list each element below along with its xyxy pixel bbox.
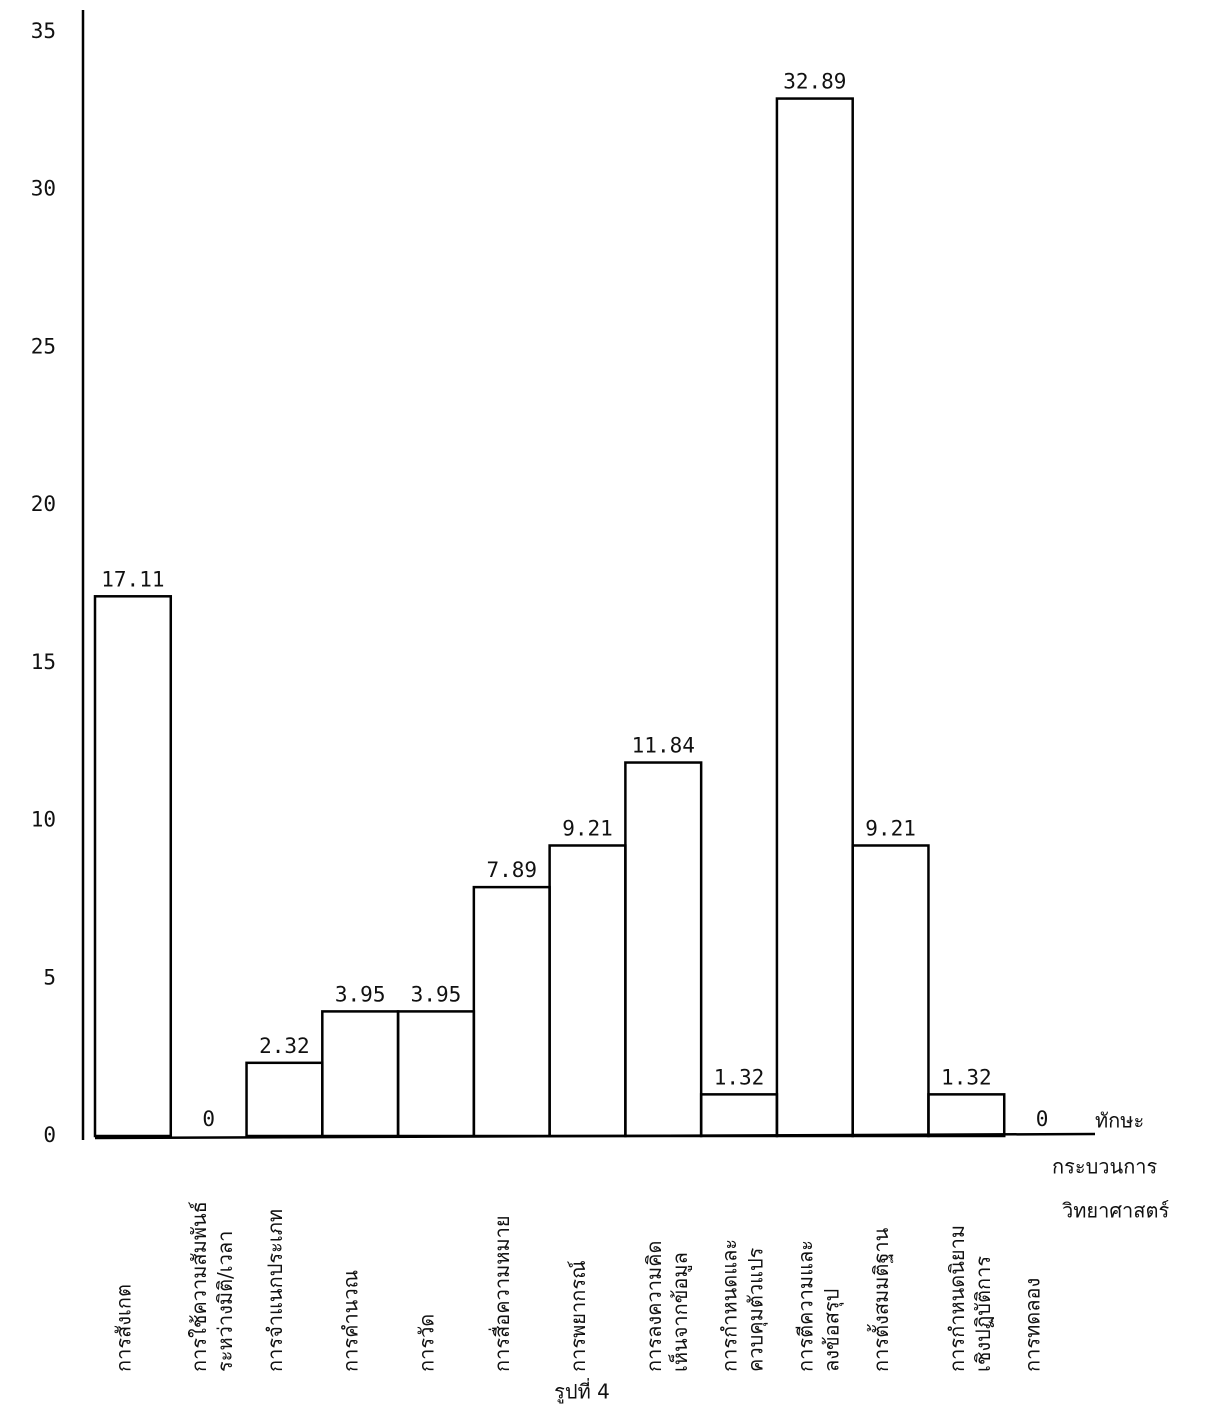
bar [927, 1093, 1006, 1138]
caption: รูปที่ 4 [554, 1378, 610, 1405]
y-tick-label: 35 [31, 19, 56, 43]
x-tick-label: การกำหนดและ [718, 1239, 742, 1372]
value-label: 2.32 [259, 1034, 310, 1058]
value-label: 0 [1036, 1107, 1049, 1131]
x-tick-label: การสื่อความหมาย [488, 1215, 514, 1372]
bar [851, 844, 930, 1138]
y-tick-label: 20 [31, 492, 56, 516]
bar [321, 1010, 400, 1138]
x-tick-label: การตั้งสมมติฐาน [867, 1227, 893, 1372]
x-tick-label: การทดลอง [1021, 1278, 1045, 1372]
bar [472, 885, 551, 1138]
x-tick-label: ควบคุมตัวแปร [744, 1247, 769, 1372]
x-tick-label: การวัด [414, 1314, 438, 1372]
y-tick-label: 0 [43, 1123, 56, 1147]
x-axis-label: กระบวนการ [1052, 1155, 1158, 1179]
bar [775, 97, 854, 1138]
x-tick-label: ระหว่างมิติ/เวลา [213, 1231, 237, 1372]
bar [548, 844, 627, 1138]
bar [624, 761, 703, 1138]
value-label: 11.84 [632, 734, 695, 758]
x-tick-label: การคำนวณ [339, 1270, 363, 1372]
value-label: 1.32 [714, 1065, 765, 1089]
x-tick-label: การสังเกต [111, 1284, 135, 1372]
y-tick-label: 30 [31, 177, 56, 201]
x-tick-label: ลงข้อสรุป [819, 1289, 844, 1372]
bar [93, 595, 173, 1138]
value-label: 17.11 [101, 567, 164, 591]
x-tick-label: การพยากรณ์ [566, 1260, 590, 1372]
bar [396, 1010, 476, 1138]
x-tick-label: การใช้ความสัมพันธ์ [187, 1201, 211, 1372]
x-tick-label: เชิงปฏิบัติการ [971, 1256, 995, 1372]
value-label: 1.32 [941, 1065, 992, 1089]
y-tick-label: 15 [31, 650, 56, 674]
value-label: 32.89 [783, 70, 846, 94]
x-tick-label: การกำหนดนิยาม [945, 1225, 969, 1372]
bar [699, 1093, 779, 1138]
x-tick-label: การลงความคิด [642, 1241, 666, 1373]
bar [245, 1061, 324, 1138]
value-label: 3.95 [411, 982, 462, 1006]
value-label: 0 [202, 1107, 215, 1131]
value-label: 7.89 [486, 858, 537, 882]
y-tick-label: 5 [43, 965, 56, 989]
value-label: 3.95 [335, 982, 386, 1006]
value-label: 9.21 [562, 816, 613, 840]
value-label: 9.21 [865, 816, 916, 840]
x-axis-label: ทักษะ [1095, 1109, 1144, 1133]
y-tick-label: 25 [31, 334, 56, 358]
y-tick-label: 10 [31, 808, 56, 832]
x-axis-label: วิทยาศาสตร์ [1062, 1199, 1169, 1223]
x-tick-label: เห็นจากข้อมูล [667, 1252, 693, 1372]
x-tick-label: การตีความและ [793, 1240, 817, 1372]
x-tick-label: การจำแนกประเภท [263, 1209, 287, 1372]
